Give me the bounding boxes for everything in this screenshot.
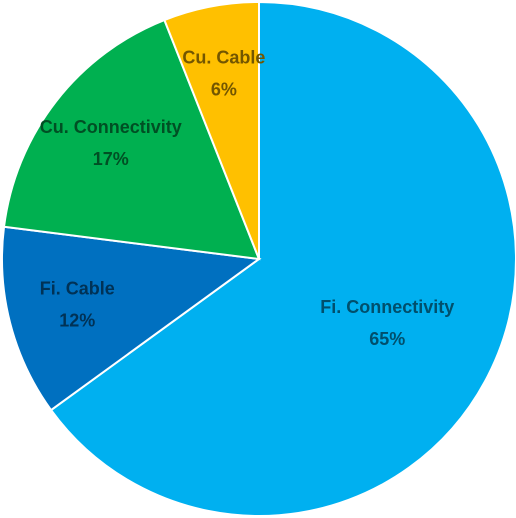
pie-slice xyxy=(49,0,516,517)
slice-value-label: 65% xyxy=(369,329,405,349)
slice-value-label: 6% xyxy=(211,79,237,99)
slice-label: Fi. Cable xyxy=(40,278,115,298)
slice-value-label: 17% xyxy=(93,149,129,169)
slice-label: Cu. Cable xyxy=(182,47,265,67)
pie-slice xyxy=(1,225,262,412)
slice-label: Cu. Connectivity xyxy=(40,117,182,137)
pie-slice xyxy=(2,18,261,261)
pie-slice xyxy=(163,0,260,260)
slice-label: Fi. Connectivity xyxy=(320,297,454,317)
slice-value-label: 12% xyxy=(59,310,95,330)
